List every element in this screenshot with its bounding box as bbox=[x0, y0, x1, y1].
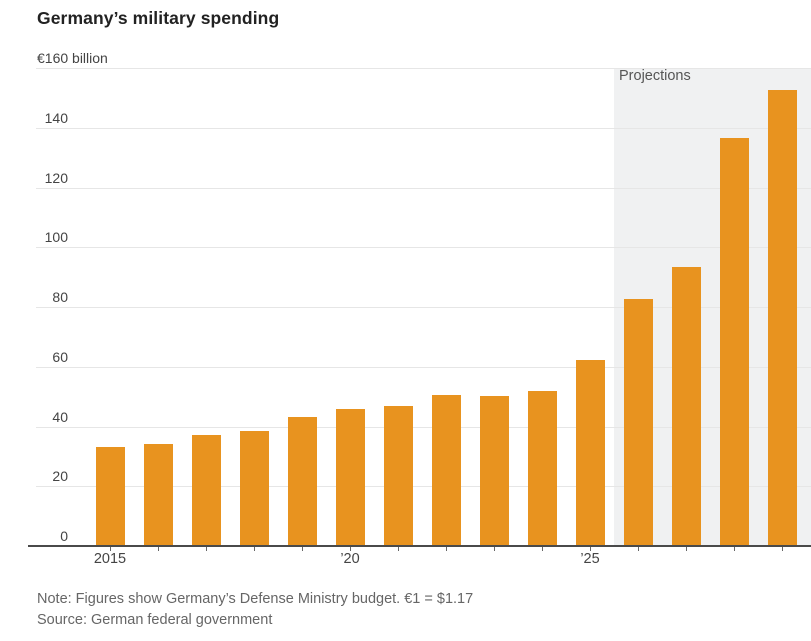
x-axis-tick-2015 bbox=[110, 547, 111, 551]
bar-chart: Projections €160 billion 0 20 40 60 80 100 120… bbox=[28, 50, 811, 567]
x-axis-tick-2017 bbox=[206, 547, 207, 551]
x-axis-tick-2020 bbox=[350, 547, 351, 551]
bar-2029 bbox=[767, 89, 797, 546]
gridline-120 bbox=[36, 187, 811, 189]
x-axis-label-2025: ’25 bbox=[580, 551, 600, 567]
x-axis-tick-2027 bbox=[686, 547, 687, 551]
gridline-60 bbox=[36, 366, 811, 368]
x-axis-tick-2023 bbox=[494, 547, 495, 551]
bar-2022 bbox=[431, 395, 461, 546]
y-axis-label-120: 120 bbox=[44, 169, 68, 186]
x-axis-tick-2016 bbox=[158, 547, 159, 551]
x-axis-label-2015: 2015 bbox=[93, 551, 127, 567]
bar-2017 bbox=[191, 435, 221, 546]
gridline-20 bbox=[36, 486, 811, 488]
bar-2026 bbox=[623, 298, 653, 546]
bar-2019 bbox=[287, 416, 317, 546]
projections-label: Projections bbox=[619, 68, 691, 84]
y-axis-label-80: 80 bbox=[52, 289, 68, 305]
x-axis-tick-2024 bbox=[542, 547, 543, 551]
x-axis-tick-2018 bbox=[254, 547, 255, 551]
x-axis-tick-2029 bbox=[782, 547, 783, 551]
chart-note: Note: Figures show Germany’s Defense Min… bbox=[37, 591, 474, 607]
y-axis-label-40: 40 bbox=[52, 408, 68, 425]
bar-2023 bbox=[479, 396, 509, 546]
y-axis-label-0: 0 bbox=[60, 528, 68, 544]
bar-2027 bbox=[671, 267, 701, 546]
x-axis-label-2020: ’20 bbox=[340, 551, 360, 567]
gridline-40 bbox=[36, 426, 811, 428]
bar-2021 bbox=[383, 405, 413, 546]
y-axis-unit-label: €160 billion bbox=[37, 50, 108, 66]
gridline-160 bbox=[36, 68, 811, 69]
x-axis-tick-2021 bbox=[398, 547, 399, 551]
x-axis-tick-2028 bbox=[734, 547, 735, 551]
bar-2018 bbox=[239, 430, 269, 546]
x-axis-tick-2026 bbox=[638, 547, 639, 551]
y-axis-label-20: 20 bbox=[52, 468, 68, 485]
x-axis-tick-2019 bbox=[302, 547, 303, 551]
chart-source: Source: German federal government bbox=[37, 612, 273, 628]
chart-title: Germany’s military spending bbox=[37, 8, 280, 28]
gridline-140 bbox=[36, 127, 811, 129]
x-axis-tick-2025 bbox=[590, 547, 591, 551]
bar-2020 bbox=[335, 409, 365, 546]
bar-2015 bbox=[95, 447, 125, 546]
y-axis-label-140: 140 bbox=[44, 109, 68, 126]
y-axis-label-100: 100 bbox=[44, 229, 68, 246]
gridline-80 bbox=[36, 307, 811, 308]
x-axis-tick-2022 bbox=[446, 547, 447, 551]
bar-2016 bbox=[143, 443, 173, 546]
gridline-100 bbox=[36, 247, 811, 249]
bar-2028 bbox=[719, 138, 749, 546]
y-axis-label-60: 60 bbox=[52, 348, 68, 365]
x-axis-line bbox=[28, 545, 811, 547]
bar-2025 bbox=[575, 359, 605, 546]
bar-2024 bbox=[527, 390, 557, 546]
